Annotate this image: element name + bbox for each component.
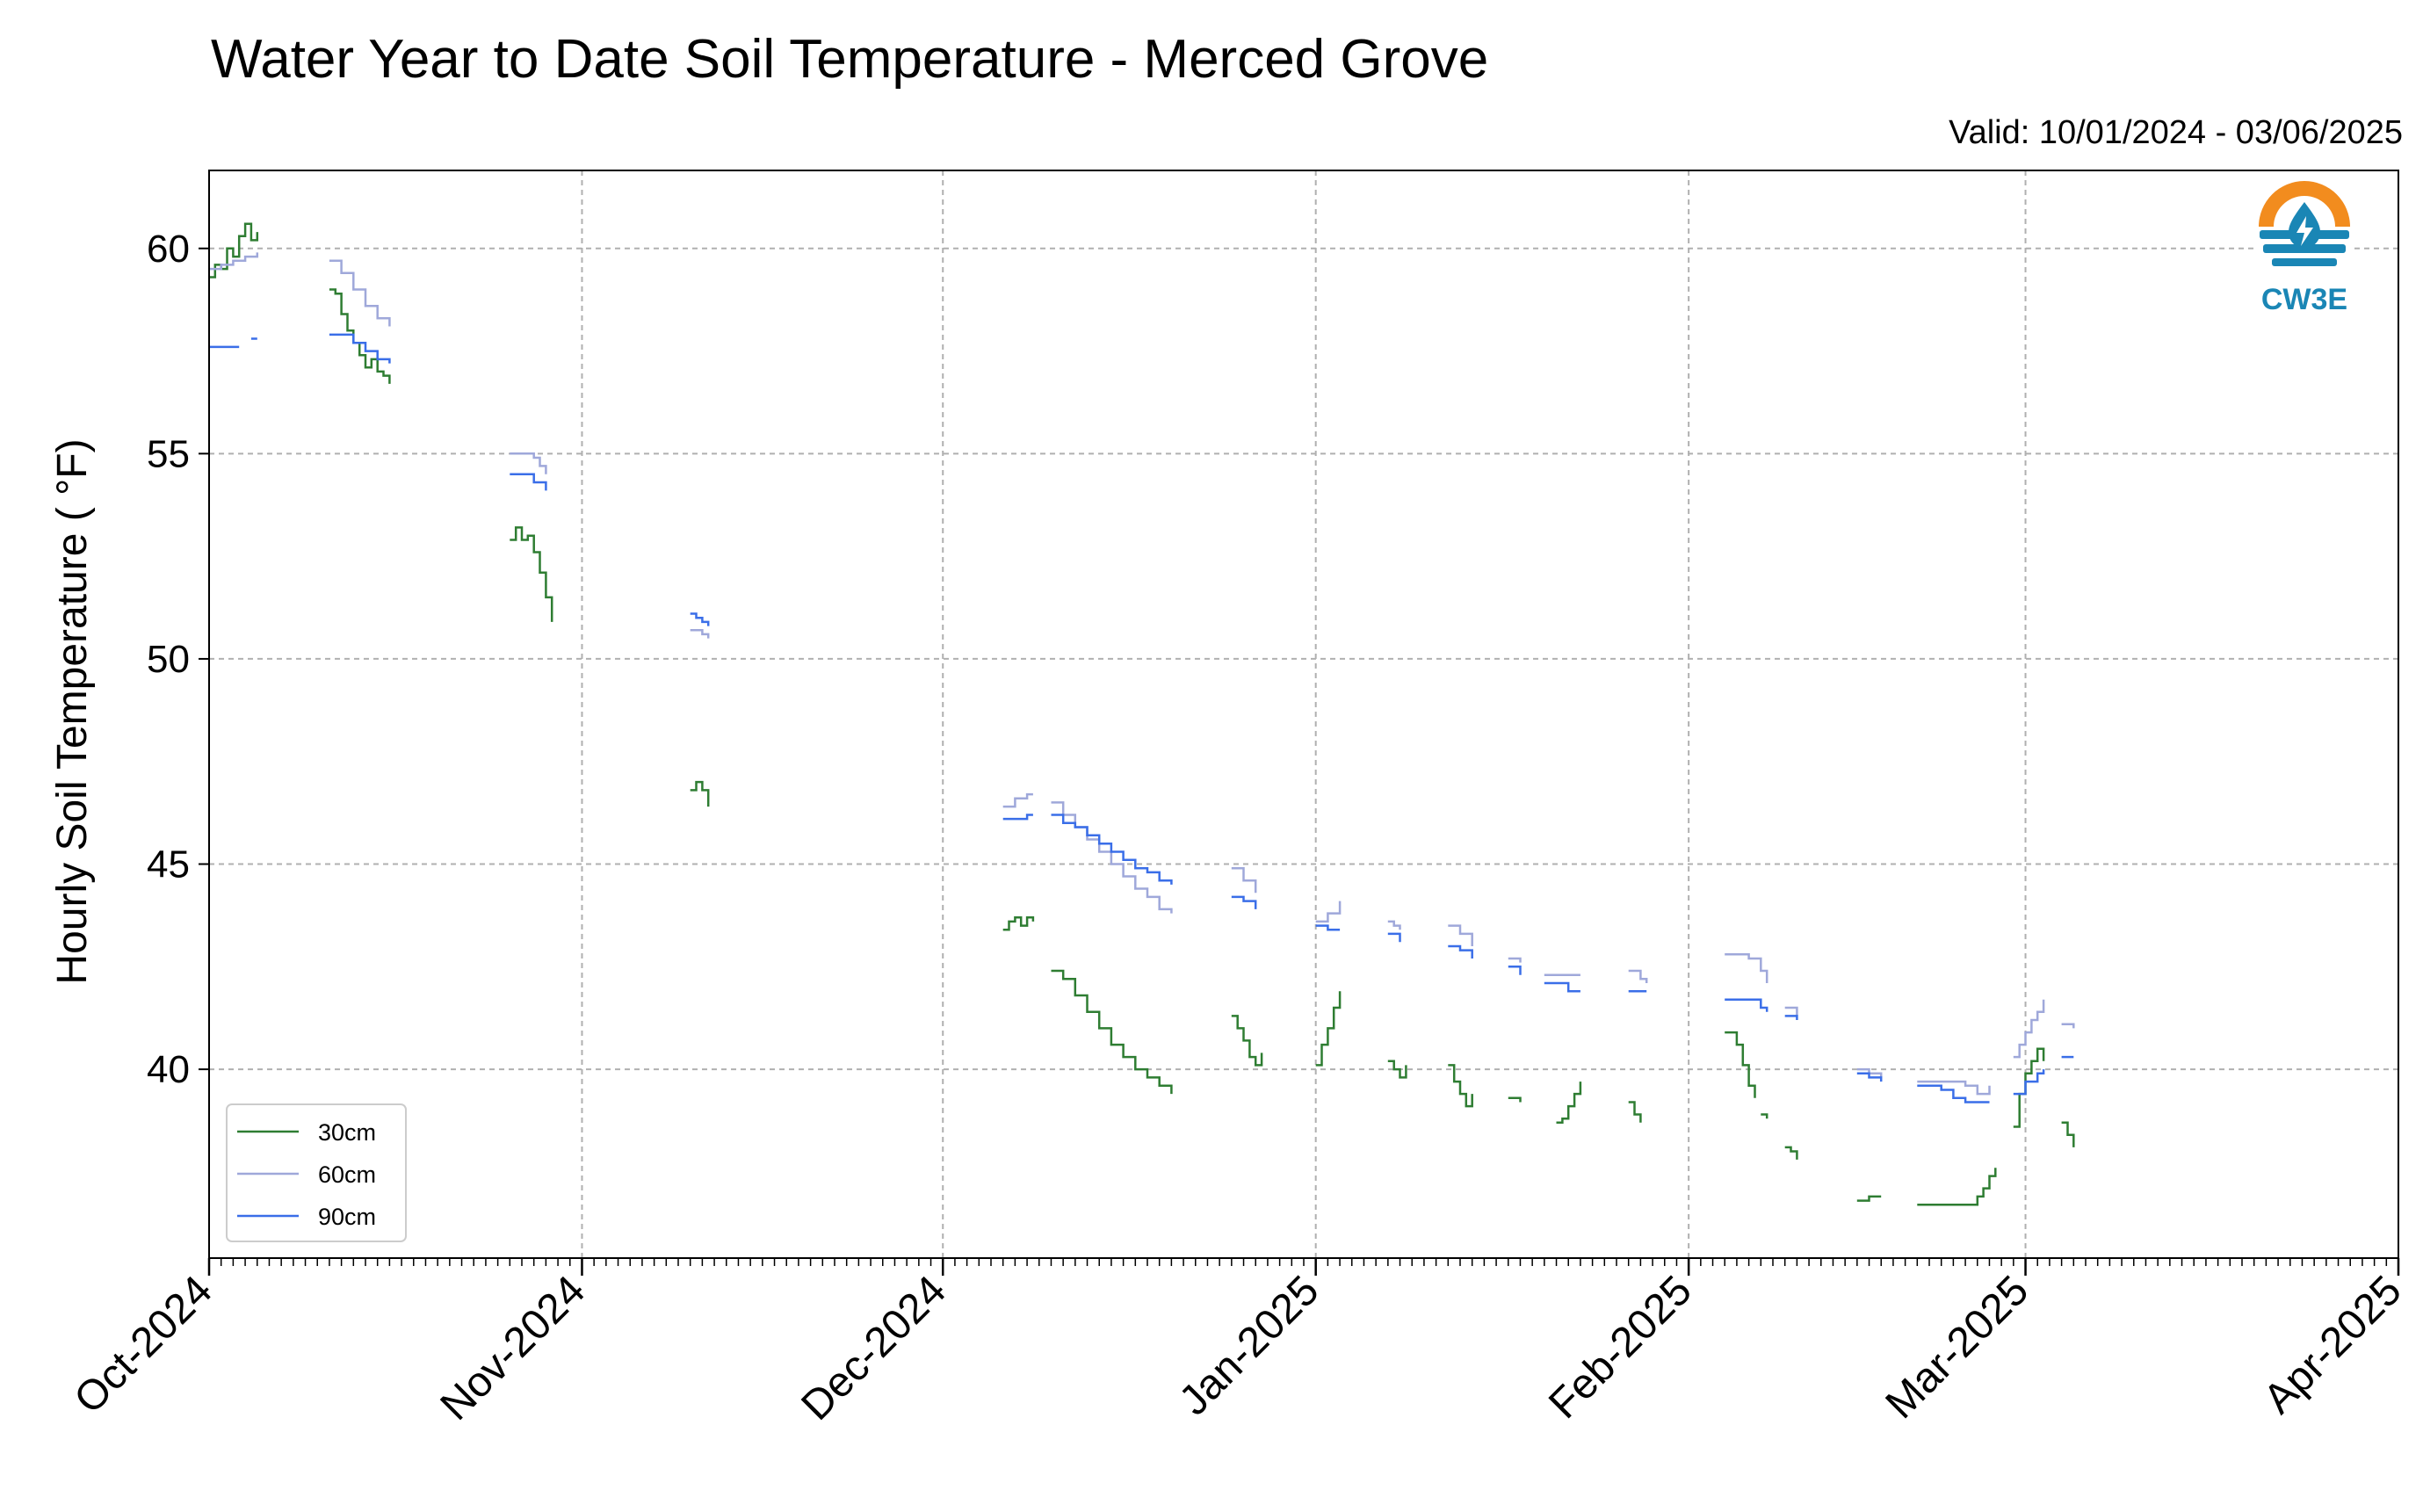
series-line-60cm bbox=[1231, 866, 1257, 893]
series-line-60cm bbox=[1725, 953, 1768, 983]
series-line-60cm bbox=[329, 259, 391, 327]
series-line-30cm bbox=[1761, 1113, 1768, 1119]
legend-label-60cm: 60cm bbox=[318, 1161, 376, 1188]
series-line-60cm bbox=[1051, 801, 1173, 914]
series-line-90cm bbox=[510, 473, 547, 491]
series-line-90cm bbox=[1917, 1084, 1990, 1103]
cw3e-logo: CW3E bbox=[2254, 181, 2354, 316]
legend-item-30cm: 30cm bbox=[237, 1119, 376, 1146]
legend-label-90cm: 90cm bbox=[318, 1204, 376, 1230]
y-tick-label: 55 bbox=[147, 432, 190, 475]
series-line-30cm bbox=[690, 780, 710, 807]
series-line-60cm bbox=[1508, 957, 1522, 963]
series-line-30cm bbox=[1002, 915, 1035, 931]
series-line-90cm bbox=[2013, 1069, 2045, 1096]
series-line-30cm bbox=[1448, 1064, 1473, 1108]
x-tick-label: Mar-2025 bbox=[1877, 1267, 2038, 1428]
series-line-90cm bbox=[1448, 944, 1473, 959]
series-line-30cm bbox=[329, 288, 391, 384]
axis-ticks: 40 45 50 55 60 Oct-2024 Nov-2024 Dec-2024 Jan-20… bbox=[66, 228, 2411, 1429]
series-line-90cm bbox=[1725, 998, 1768, 1012]
plot-frame bbox=[208, 170, 2399, 1259]
series-line-30cm bbox=[1556, 1082, 1582, 1125]
series-line-60cm bbox=[690, 628, 710, 639]
series-line-60cm bbox=[1002, 792, 1033, 808]
chart-title: Water Year to Date Soil Temperature - Me… bbox=[211, 29, 1488, 90]
y-axis-label: Hourly Soil Temperature ( °F) bbox=[49, 438, 96, 984]
series-line-60cm bbox=[2061, 1023, 2075, 1029]
series-line-30cm bbox=[1917, 1168, 1997, 1206]
series-line-90cm bbox=[1315, 924, 1341, 931]
series-lines bbox=[209, 222, 2075, 1206]
legend: 30cm 60cm 90cm bbox=[226, 1103, 407, 1242]
y-tick-label: 45 bbox=[147, 843, 190, 886]
legend-box bbox=[226, 1103, 407, 1242]
series-line-30cm bbox=[1231, 1015, 1263, 1067]
series-line-30cm bbox=[1628, 1101, 1642, 1123]
series-line-60cm bbox=[1387, 920, 1401, 930]
series-line-60cm bbox=[1448, 924, 1473, 946]
series-line-90cm bbox=[1508, 966, 1522, 975]
series-line-30cm bbox=[2013, 1047, 2045, 1128]
series-line-90cm bbox=[1231, 895, 1257, 909]
series-line-30cm bbox=[209, 222, 259, 279]
series-line-90cm bbox=[1051, 814, 1173, 885]
series-line-90cm bbox=[1544, 981, 1580, 993]
legend-item-60cm: 60cm bbox=[237, 1161, 376, 1188]
series-line-30cm bbox=[1508, 1096, 1522, 1103]
x-tick-label: Jan-2025 bbox=[1170, 1267, 1327, 1424]
y-tick-label: 40 bbox=[147, 1048, 190, 1091]
y-tick-label: 60 bbox=[147, 228, 190, 271]
grid-lines bbox=[208, 170, 2399, 1258]
series-line-30cm bbox=[1051, 969, 1173, 1095]
series-line-30cm bbox=[1784, 1146, 1798, 1160]
series-line-60cm bbox=[209, 252, 259, 271]
axes bbox=[208, 170, 2399, 1259]
series-line-60cm bbox=[1917, 1080, 1991, 1096]
series-line-90cm bbox=[690, 612, 710, 626]
legend-item-90cm: 90cm bbox=[237, 1204, 376, 1230]
chart-subtitle: Valid: 10/01/2024 - 03/06/2025 bbox=[1949, 114, 2403, 151]
series-line-60cm bbox=[1315, 901, 1342, 923]
series-line-90cm bbox=[1784, 1015, 1798, 1020]
series-line-60cm bbox=[1784, 1006, 1798, 1016]
x-tick-label: Dec-2024 bbox=[792, 1267, 955, 1429]
series-line-90cm bbox=[329, 333, 391, 364]
y-tick-label: 50 bbox=[147, 638, 190, 681]
series-line-60cm bbox=[2013, 999, 2045, 1059]
series-line-30cm bbox=[1387, 1060, 1407, 1079]
x-tick-label: Feb-2025 bbox=[1540, 1267, 1701, 1428]
cw3e-logo-icon bbox=[2254, 181, 2354, 279]
series-line-90cm bbox=[1856, 1072, 1883, 1082]
legend-label-30cm: 30cm bbox=[318, 1119, 376, 1146]
series-line-60cm bbox=[510, 452, 547, 474]
series-line-30cm bbox=[510, 526, 553, 622]
series-line-30cm bbox=[1315, 991, 1342, 1067]
x-tick-label: Apr-2025 bbox=[2255, 1267, 2411, 1422]
series-line-90cm bbox=[1387, 932, 1401, 943]
series-line-90cm bbox=[1002, 814, 1033, 821]
x-tick-label: Oct-2024 bbox=[66, 1267, 221, 1422]
series-line-60cm bbox=[1628, 969, 1648, 983]
series-line-30cm bbox=[1725, 1031, 1756, 1098]
x-tick-label: Nov-2024 bbox=[432, 1267, 595, 1429]
logo-text: CW3E bbox=[2261, 283, 2347, 316]
series-line-30cm bbox=[2061, 1121, 2075, 1147]
series-line-30cm bbox=[1856, 1195, 1882, 1202]
